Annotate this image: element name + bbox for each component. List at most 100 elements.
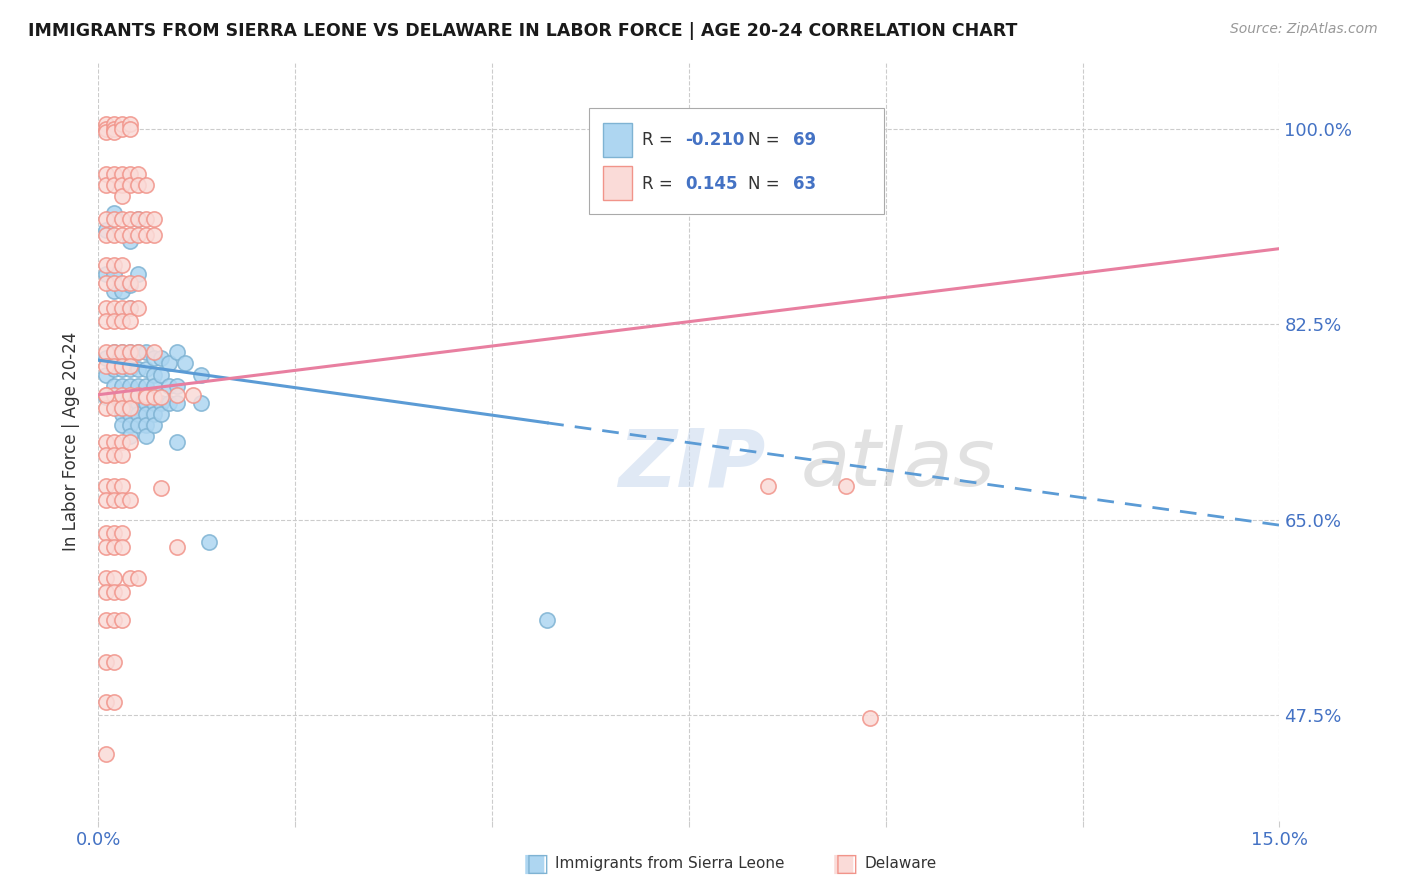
Point bbox=[157, 395, 180, 409]
Point bbox=[127, 362, 149, 376]
Text: 0.145: 0.145 bbox=[685, 175, 738, 193]
Text: R =: R = bbox=[641, 131, 678, 149]
Point bbox=[127, 345, 149, 359]
Point bbox=[96, 125, 118, 139]
Point bbox=[111, 359, 134, 373]
Point bbox=[150, 351, 173, 365]
Point bbox=[118, 401, 141, 416]
Point bbox=[118, 571, 141, 585]
Point bbox=[118, 345, 141, 359]
Point bbox=[111, 314, 134, 328]
Point bbox=[111, 479, 134, 493]
Point bbox=[166, 434, 188, 449]
Point bbox=[142, 211, 165, 226]
Point bbox=[103, 284, 125, 298]
Point bbox=[118, 434, 141, 449]
Point bbox=[150, 368, 173, 382]
Point bbox=[111, 345, 134, 359]
Point bbox=[118, 314, 141, 328]
Point bbox=[166, 388, 188, 402]
Point bbox=[150, 407, 173, 421]
Point bbox=[103, 571, 125, 585]
Point bbox=[135, 211, 157, 226]
Point bbox=[127, 211, 149, 226]
Point bbox=[190, 368, 212, 382]
Point bbox=[142, 368, 165, 382]
Point bbox=[127, 211, 149, 226]
Point bbox=[118, 378, 141, 392]
Point bbox=[135, 417, 157, 432]
Point bbox=[142, 228, 165, 243]
Point bbox=[96, 268, 118, 282]
Point bbox=[166, 395, 188, 409]
Point bbox=[103, 390, 125, 404]
Point bbox=[142, 345, 165, 359]
Point bbox=[103, 585, 125, 599]
Point bbox=[111, 395, 134, 409]
Point bbox=[135, 395, 157, 409]
Point bbox=[536, 613, 558, 627]
Point bbox=[127, 167, 149, 181]
Point bbox=[127, 378, 149, 392]
FancyBboxPatch shape bbox=[589, 108, 884, 214]
Point bbox=[96, 117, 118, 131]
Point bbox=[96, 390, 118, 404]
Point bbox=[174, 356, 197, 371]
Point bbox=[135, 407, 157, 421]
Point bbox=[111, 434, 134, 449]
Point bbox=[111, 378, 134, 392]
Point bbox=[118, 278, 141, 293]
Point bbox=[111, 401, 134, 416]
Text: □: □ bbox=[835, 852, 858, 875]
Point bbox=[135, 178, 157, 193]
Point bbox=[111, 390, 134, 404]
Point bbox=[103, 479, 125, 493]
Point bbox=[135, 429, 157, 443]
Point bbox=[111, 388, 134, 402]
Point bbox=[96, 228, 118, 243]
Point bbox=[190, 395, 212, 409]
Point bbox=[103, 178, 125, 193]
Point bbox=[118, 228, 141, 243]
Point bbox=[96, 314, 118, 328]
Point bbox=[103, 401, 125, 416]
Bar bbox=[603, 166, 633, 201]
Point bbox=[103, 301, 125, 315]
Point bbox=[118, 117, 141, 131]
Point bbox=[103, 526, 125, 541]
Point bbox=[135, 362, 157, 376]
Point bbox=[142, 395, 165, 409]
Point bbox=[111, 362, 134, 376]
Point bbox=[103, 696, 125, 710]
Point bbox=[111, 401, 134, 416]
Point bbox=[103, 388, 125, 402]
Point bbox=[96, 178, 118, 193]
Point bbox=[118, 301, 141, 315]
Point bbox=[103, 122, 125, 136]
Point bbox=[118, 429, 141, 443]
Point bbox=[118, 401, 141, 416]
Point bbox=[96, 359, 118, 373]
Point bbox=[118, 395, 141, 409]
Point bbox=[111, 613, 134, 627]
Point bbox=[96, 434, 118, 449]
Point bbox=[96, 122, 118, 136]
Point bbox=[103, 167, 125, 181]
Point bbox=[127, 395, 149, 409]
Point bbox=[96, 526, 118, 541]
Point bbox=[96, 479, 118, 493]
Point bbox=[111, 417, 134, 432]
Text: Source: ZipAtlas.com: Source: ZipAtlas.com bbox=[1230, 22, 1378, 37]
Text: □: □ bbox=[526, 852, 548, 875]
Point bbox=[135, 378, 157, 392]
Point bbox=[756, 479, 779, 493]
Point bbox=[96, 541, 118, 555]
Point bbox=[96, 571, 118, 585]
Text: ■: ■ bbox=[523, 852, 546, 875]
Point bbox=[118, 301, 141, 315]
Point bbox=[96, 388, 118, 402]
Point bbox=[166, 345, 188, 359]
Point bbox=[103, 314, 125, 328]
Point bbox=[111, 492, 134, 507]
Point bbox=[135, 345, 157, 359]
